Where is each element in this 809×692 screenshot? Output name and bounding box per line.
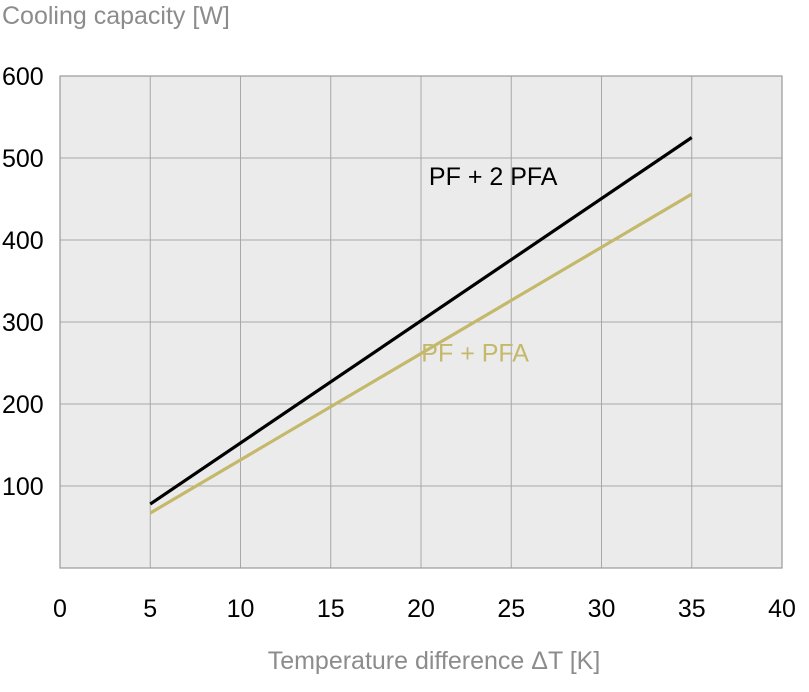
series-line-1 [149, 136, 693, 506]
x-tick-label: 40 [768, 595, 796, 623]
y-axis-title: Cooling capacity [W] [2, 2, 230, 30]
x-tick-label: 35 [678, 595, 706, 623]
series-line-2 [149, 192, 693, 515]
y-tick-label: 600 [2, 63, 44, 91]
series-label-1: PF + 2 PFA [429, 163, 558, 191]
y-tick-label: 500 [2, 145, 44, 173]
y-tick-label: 200 [2, 391, 44, 419]
x-tick-label: 30 [588, 595, 616, 623]
x-tick-label: 25 [497, 595, 525, 623]
y-tick-label: 100 [2, 473, 44, 501]
x-tick-label: 15 [317, 595, 345, 623]
series-labels: PF + 2 PFA PF + PFA [421, 163, 557, 367]
x-tick-label: 5 [143, 595, 157, 623]
x-tick-labels: 0 5 10 15 20 25 30 35 40 [53, 595, 796, 623]
series-label-2: PF + PFA [421, 339, 529, 367]
x-tick-label: 0 [53, 595, 67, 623]
x-tick-label: 20 [407, 595, 435, 623]
x-tick-label: 10 [227, 595, 255, 623]
plot-frame [59, 75, 783, 569]
y-tick-label: 300 [2, 309, 44, 337]
y-tick-labels: 100 200 300 400 500 600 [2, 63, 44, 501]
y-tick-label: 400 [2, 227, 44, 255]
series-lines [149, 136, 693, 515]
x-axis-title: Temperature difference ΔT [K] [268, 647, 601, 675]
